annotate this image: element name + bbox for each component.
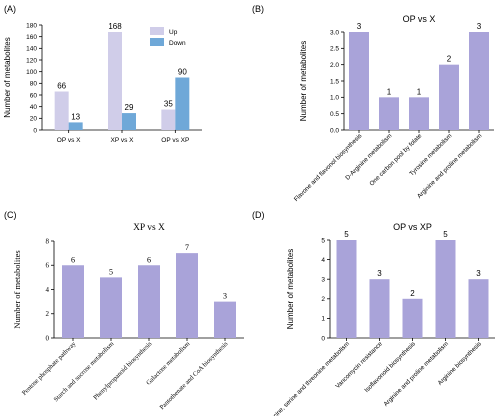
y-axis-label: Number of metabolites: [12, 250, 22, 328]
y-tick-label: 0: [46, 334, 50, 342]
bar: [402, 298, 423, 338]
y-axis-label: Number of metabolites: [286, 249, 295, 329]
legend-label: Up: [169, 29, 178, 36]
chart-title: OP vs XP: [393, 222, 432, 232]
bar-value-label: 1: [387, 87, 392, 96]
bar-value-label: 66: [57, 82, 66, 91]
chart-panel-2: (B) OP vs X 0.0 0.5 1.0 1.5 2.0 2.5 3.0 Number of…: [252, 4, 494, 203]
y-tick-label: 1: [321, 316, 325, 323]
panel-letter: (D): [252, 210, 265, 220]
y-tick-label: 4: [321, 257, 325, 264]
legend-swatch-up: [150, 27, 164, 35]
bar: [469, 32, 489, 130]
bar-value-label: 2: [447, 55, 452, 64]
bar: [176, 253, 198, 338]
bar: [379, 97, 399, 130]
x-tick-label: OP vs X: [57, 137, 81, 144]
y-tick-label: 3: [321, 277, 325, 284]
y-tick-label: 5: [321, 237, 325, 244]
bar: [409, 97, 429, 130]
bar-value-label: 3: [377, 269, 382, 278]
bar-value-label: 168: [108, 22, 122, 31]
y-tick-label: 120: [26, 57, 37, 64]
panel-letter: (C): [4, 210, 17, 220]
y-tick-label: 160: [26, 34, 37, 41]
x-tick-label: One carbon pool by folate: [368, 132, 423, 187]
chart-title: XP vs X: [133, 223, 165, 233]
bar-down: [122, 113, 136, 130]
x-tick-label: Glycine, serine and threonine metabolism: [265, 340, 350, 416]
bar-value-label: 29: [125, 103, 134, 112]
bar-value-label: 13: [71, 112, 80, 121]
y-tick-label: 4: [46, 286, 50, 294]
bar-value-label: 6: [71, 255, 75, 264]
bar: [468, 279, 489, 338]
y-tick-label: 0.5: [330, 111, 339, 118]
y-tick-label: 140: [26, 46, 37, 53]
bar-value-label: 5: [443, 230, 448, 239]
x-tick-label: Arginine and proline metabolism: [416, 132, 483, 199]
x-tick-label: OP vs XP: [161, 137, 189, 144]
bar: [214, 301, 236, 338]
bar-value-label: 6: [147, 255, 151, 264]
bar-value-label: 35: [164, 100, 173, 109]
bar-value-label: 90: [178, 68, 187, 77]
x-tick-label: Starch and sucrose metabolism: [53, 340, 116, 403]
bar-up: [54, 91, 69, 130]
bar-value-label: 5: [344, 230, 349, 239]
x-tick-label: Pantothenate and CoA biosynthesis: [159, 340, 230, 411]
bar: [62, 265, 84, 338]
y-tick-label: 2.5: [330, 46, 339, 53]
y-tick-label: 100: [26, 69, 37, 76]
bar: [336, 240, 357, 338]
bar-down: [68, 122, 83, 130]
y-tick-label: 80: [30, 81, 38, 88]
legend-swatch-down: [150, 38, 164, 46]
y-axis-label: Number of metabolites: [3, 37, 12, 117]
bar-up: [161, 109, 176, 130]
bar: [439, 64, 459, 130]
y-tick-label: 0: [321, 335, 325, 342]
bar-value-label: 2: [410, 289, 415, 298]
chart-panel-1: (A) 0 20 40 60 80 100 120 140 160 180 Number of met…: [3, 4, 202, 144]
bar-value-label: 7: [185, 243, 189, 252]
bar-up: [108, 32, 122, 130]
x-tick-label: XP vs X: [110, 137, 134, 144]
y-tick-label: 60: [30, 92, 38, 99]
y-tick-label: 2: [321, 296, 325, 303]
y-axis-label: Number of metabolites: [299, 41, 308, 121]
legend-label: Down: [169, 40, 186, 47]
x-tick-label: Arginine and proline metabolism: [382, 340, 449, 407]
y-tick-label: 40: [30, 104, 38, 111]
y-tick-label: 0.0: [330, 127, 339, 134]
bar-value-label: 3: [357, 22, 362, 31]
bar: [349, 32, 369, 130]
panel-letter: (A): [4, 4, 16, 14]
bar: [369, 279, 390, 338]
bar-down: [175, 77, 190, 130]
chart-title: OP vs X: [403, 14, 436, 24]
bar-value-label: 3: [476, 269, 481, 278]
bar: [138, 265, 160, 338]
y-tick-label: 0: [33, 127, 37, 134]
bar-value-label: 1: [417, 87, 422, 96]
bar-value-label: 3: [223, 292, 227, 301]
y-tick-label: 1.5: [330, 78, 339, 85]
bar: [100, 277, 122, 338]
y-tick-label: 8: [46, 237, 50, 245]
chart-panel-4: (D) OP vs XP 0 1 2 3 4 5 Number of metabolites 5 G…: [252, 210, 495, 416]
y-tick-label: 2.0: [330, 62, 339, 69]
panel-letter: (B): [252, 4, 264, 14]
y-tick-label: 1.0: [330, 95, 339, 102]
bar-value-label: 5: [109, 267, 113, 276]
y-tick-label: 3.0: [330, 29, 339, 36]
y-tick-label: 6: [46, 262, 50, 270]
y-tick-label: 180: [26, 22, 37, 29]
bar: [435, 240, 456, 338]
y-tick-label: 2: [46, 310, 50, 318]
bar-value-label: 3: [477, 22, 482, 31]
y-tick-label: 20: [30, 116, 38, 123]
